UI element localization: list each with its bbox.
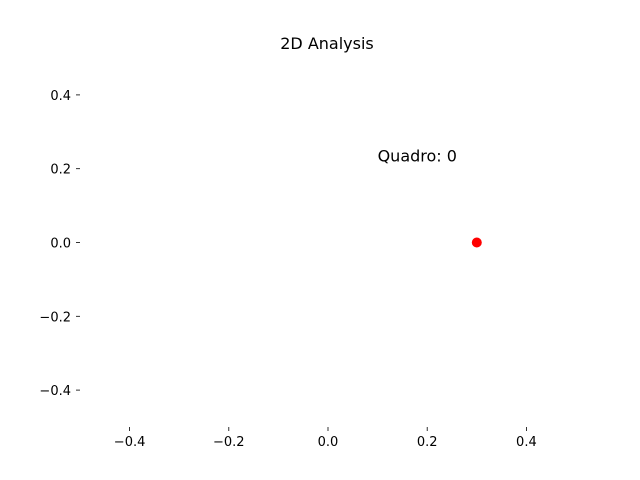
- x-tick-label: 0.4: [516, 435, 537, 450]
- x-tick-label: 0.0: [318, 435, 339, 450]
- y-tick-label: 0.0: [50, 237, 71, 252]
- x-tick-label: −0.4: [114, 435, 146, 450]
- x-axis: −0.4 −0.2 0.0 0.2 0.4: [114, 427, 537, 450]
- chart-title: 2D Analysis: [280, 34, 374, 53]
- y-tick-label: −0.4: [39, 384, 71, 399]
- y-tick-label: 0.2: [50, 163, 71, 178]
- y-axis: −0.4 −0.2 0.0 0.2 0.4: [39, 89, 80, 399]
- data-point: [471, 237, 482, 248]
- frame-annotation: Quadro: 0: [378, 146, 457, 165]
- y-tick-label: −0.2: [39, 310, 71, 325]
- x-tick-label: −0.2: [213, 435, 245, 450]
- data-points: [471, 237, 482, 248]
- y-tick-label: 0.4: [50, 89, 71, 104]
- x-tick-label: 0.2: [417, 435, 438, 450]
